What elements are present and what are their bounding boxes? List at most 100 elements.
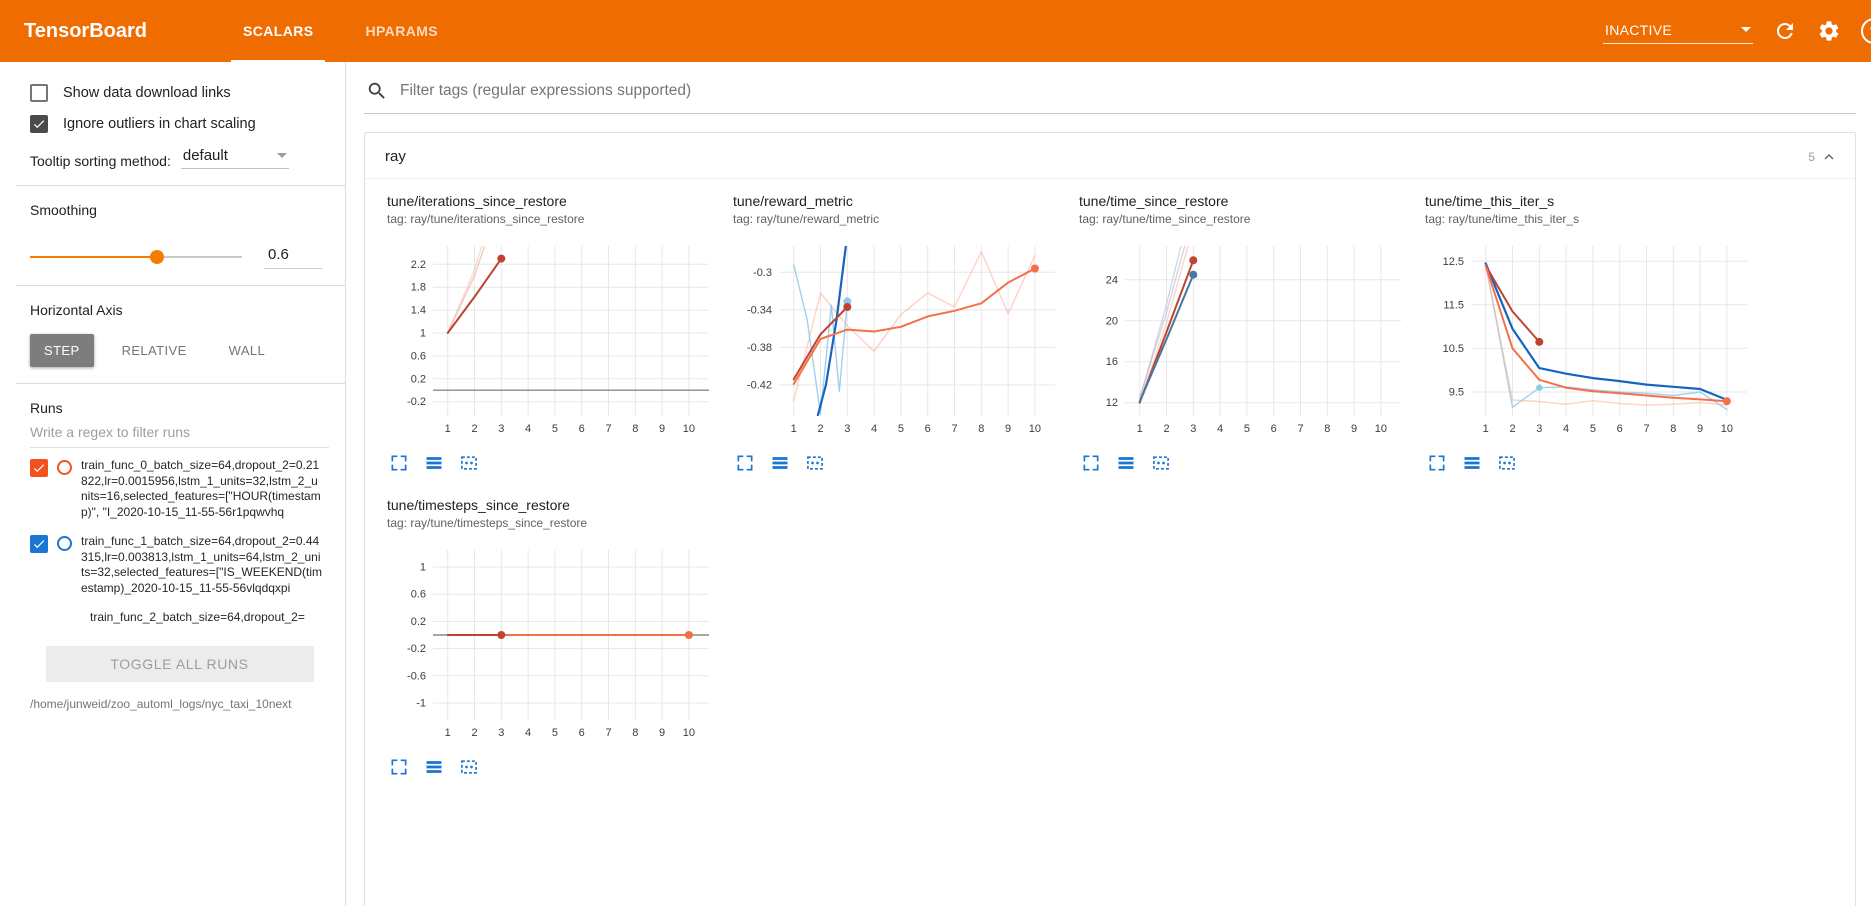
chart-plot[interactable]: 9.5 10.5 11.5 12.5 1 2 3 4 5 6 7 8 9 10 (1425, 236, 1757, 442)
svg-text:20: 20 (1106, 315, 1118, 327)
tag-filter-bar (364, 78, 1856, 114)
run-isolate-toggle[interactable] (57, 536, 72, 551)
option-checkbox-row[interactable]: Show data download links (30, 84, 329, 102)
runs-list: train_func_0_batch_size=64,dropout_2=0.2… (30, 458, 329, 640)
svg-text:7: 7 (1297, 423, 1303, 435)
axis-option-relative[interactable]: RELATIVE (108, 334, 201, 367)
run-selector-icon[interactable] (1462, 453, 1482, 473)
tag-filter-input[interactable] (400, 82, 1854, 100)
svg-text:1.8: 1.8 (411, 282, 426, 294)
svg-text:9: 9 (1005, 423, 1011, 435)
fit-domain-icon[interactable] (1151, 453, 1171, 473)
svg-text:-0.34: -0.34 (747, 304, 772, 316)
svg-text:6: 6 (925, 423, 931, 435)
tab-hparams[interactable]: HPARAMS (365, 23, 439, 39)
runs-filter-input[interactable] (30, 416, 329, 448)
expand-chart-icon[interactable] (1427, 453, 1447, 473)
chevron-down-icon (1741, 27, 1751, 32)
sidebar: Show data download links Ignore outliers … (0, 62, 346, 906)
checkbox[interactable] (30, 115, 48, 133)
smoothing-value[interactable]: 0.6 (264, 244, 322, 269)
status-dropdown[interactable]: INACTIVE (1603, 19, 1753, 44)
expand-chart-icon[interactable] (1081, 453, 1101, 473)
refresh-button[interactable] (1773, 19, 1797, 43)
chart-title: tune/time_this_iter_s (1425, 193, 1555, 209)
fit-domain-icon[interactable] (459, 453, 479, 473)
fit-domain-icon[interactable] (1497, 453, 1517, 473)
svg-text:-0.2: -0.2 (407, 643, 426, 655)
svg-text:4: 4 (525, 423, 531, 435)
svg-text:5: 5 (898, 423, 904, 435)
chart-actions (387, 453, 709, 473)
axis-options: STEP RELATIVE WALL (30, 334, 329, 367)
svg-text:3: 3 (844, 423, 850, 435)
run-selector-icon[interactable] (1116, 453, 1136, 473)
tag-group-name: ray (385, 148, 406, 165)
svg-text:1.4: 1.4 (411, 305, 426, 317)
tooltip-sorting-dropdown[interactable]: default (180, 146, 289, 169)
chevron-up-icon[interactable] (1821, 149, 1837, 165)
smoothing-slider[interactable] (30, 249, 242, 264)
expand-chart-icon[interactable] (735, 453, 755, 473)
run-selector-icon[interactable] (424, 453, 444, 473)
run-selector-icon[interactable] (770, 453, 790, 473)
toggle-all-runs-button[interactable]: TOGGLE ALL RUNS (45, 645, 314, 682)
fit-domain-icon[interactable] (805, 453, 825, 473)
svg-text:5: 5 (1244, 423, 1250, 435)
svg-text:-0.6: -0.6 (407, 670, 426, 682)
chart-actions (1079, 453, 1401, 473)
axis-option-wall[interactable]: WALL (215, 334, 280, 367)
smoothing-label: Smoothing (30, 202, 97, 218)
expand-chart-icon[interactable] (389, 453, 409, 473)
axis-option-step[interactable]: STEP (30, 334, 94, 367)
svg-text:1: 1 (420, 328, 426, 340)
svg-text:-1: -1 (416, 698, 426, 710)
svg-text:1: 1 (1137, 423, 1143, 435)
chart-plot[interactable]: -1 -0.6 -0.2 0.2 0.6 1 1 2 3 4 5 6 7 8 9 10 (387, 540, 719, 746)
run-item: train_func_2_batch_size=64,dropout_2= (30, 610, 329, 626)
search-icon (368, 82, 385, 99)
slider-fill (30, 255, 158, 258)
chart-tag: tag: ray/tune/time_since_restore (1079, 212, 1251, 226)
tab-scalars[interactable]: SCALARS (217, 0, 339, 62)
chart-tag: tag: ray/tune/reward_metric (733, 212, 880, 226)
main-tabs: SCALARS HPARAMS (217, 0, 464, 62)
checkbox[interactable] (30, 84, 48, 102)
chart-tag: tag: ray/tune/iterations_since_restore (387, 212, 585, 226)
svg-text:4: 4 (1563, 423, 1569, 435)
option-checkbox-row[interactable]: Ignore outliers in chart scaling (30, 115, 329, 133)
svg-text:2: 2 (471, 423, 477, 435)
chart-card: tune/iterations_since_restore tag: ray/tu… (369, 193, 709, 473)
svg-text:7: 7 (605, 423, 611, 435)
help-icon[interactable]: ? (1861, 18, 1871, 44)
svg-text:8: 8 (632, 423, 638, 435)
horizontal-axis-label: Horizontal Axis (30, 302, 123, 318)
chart-plot[interactable]: -0.42 -0.38 -0.34 -0.3 1 2 3 4 5 6 7 8 9 10 (733, 236, 1065, 442)
tag-group-header[interactable]: ray 5 (365, 133, 1855, 179)
svg-text:1: 1 (445, 727, 451, 739)
svg-text:-0.2: -0.2 (407, 396, 426, 408)
expand-chart-icon[interactable] (389, 757, 409, 777)
svg-text:9: 9 (659, 423, 665, 435)
svg-text:0.6: 0.6 (411, 350, 426, 362)
fit-domain-icon[interactable] (459, 757, 479, 777)
svg-text:5: 5 (1590, 423, 1596, 435)
svg-text:1: 1 (1483, 423, 1489, 435)
svg-text:4: 4 (871, 423, 877, 435)
chart-title: tune/timesteps_since_restore (387, 497, 570, 513)
settings-gear-button[interactable] (1817, 19, 1841, 43)
run-checkbox[interactable] (30, 535, 48, 553)
run-isolate-toggle[interactable] (57, 460, 72, 475)
run-checkbox[interactable] (30, 459, 48, 477)
chart-title: tune/time_since_restore (1079, 193, 1229, 209)
svg-text:4: 4 (525, 727, 531, 739)
run-selector-icon[interactable] (424, 757, 444, 777)
slider-thumb[interactable] (150, 249, 165, 264)
svg-text:8: 8 (632, 727, 638, 739)
svg-text:-0.42: -0.42 (747, 380, 772, 392)
svg-text:-0.38: -0.38 (747, 342, 772, 354)
chart-plot[interactable]: -0.2 0.2 0.6 1 1.4 1.8 2.2 1 2 3 4 5 6 7 8 9 10 (387, 236, 719, 442)
log-directory-path: /home/junweid/zoo_automl_logs/nyc_taxi_1… (30, 696, 292, 711)
chart-title: tune/iterations_since_restore (387, 193, 567, 209)
